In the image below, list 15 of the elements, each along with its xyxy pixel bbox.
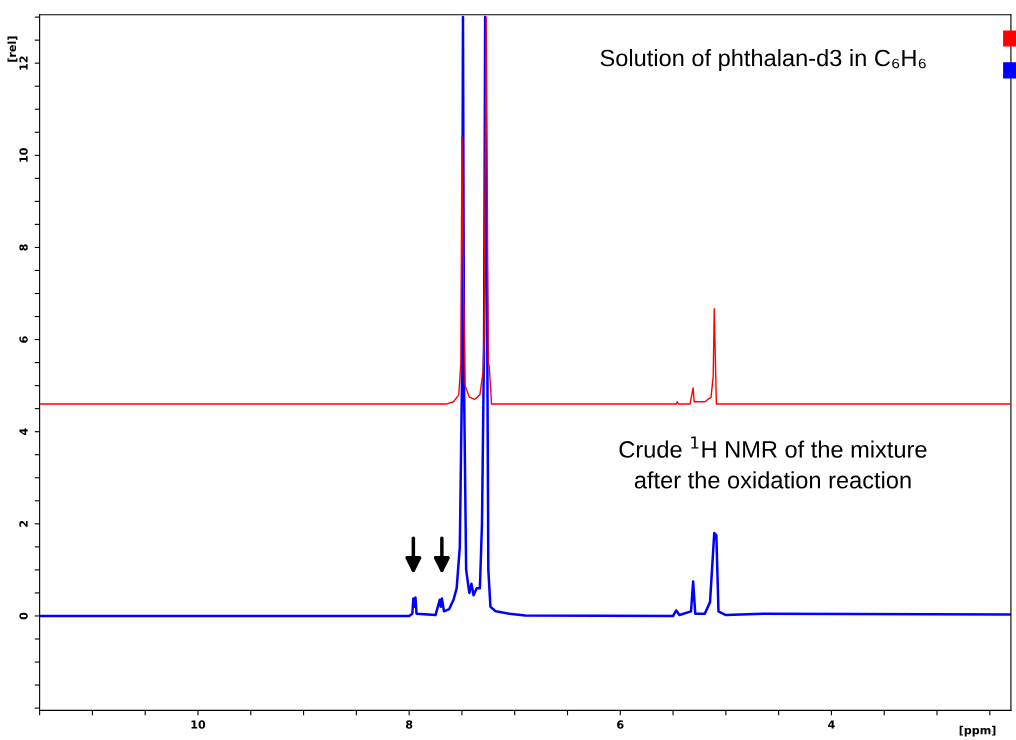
x-tick-label: 10 bbox=[191, 720, 206, 729]
y-tick-label: 10 bbox=[19, 148, 28, 162]
annotation: Solution of phthalan-d3 in C₆H₆ bbox=[600, 49, 926, 72]
y-tick-label: 0 bbox=[19, 612, 28, 620]
x-axis-title: [ppm] bbox=[959, 725, 996, 737]
y-tick-label: 8 bbox=[19, 244, 28, 251]
y-tick-label: 12 bbox=[19, 56, 28, 70]
annotation: Crude $^{1}$H NMR of the mixture after the oxidation reaction bbox=[619, 436, 927, 489]
y-tick-label: 6 bbox=[19, 336, 28, 343]
y-axis-title: [rel] bbox=[7, 36, 18, 62]
x-tick-label: 6 bbox=[617, 720, 624, 729]
x-tick-label: 4 bbox=[828, 720, 835, 729]
x-tick-label: 8 bbox=[405, 720, 413, 729]
y-tick-label: 4 bbox=[19, 428, 28, 436]
y-tick-label: 2 bbox=[19, 520, 28, 527]
